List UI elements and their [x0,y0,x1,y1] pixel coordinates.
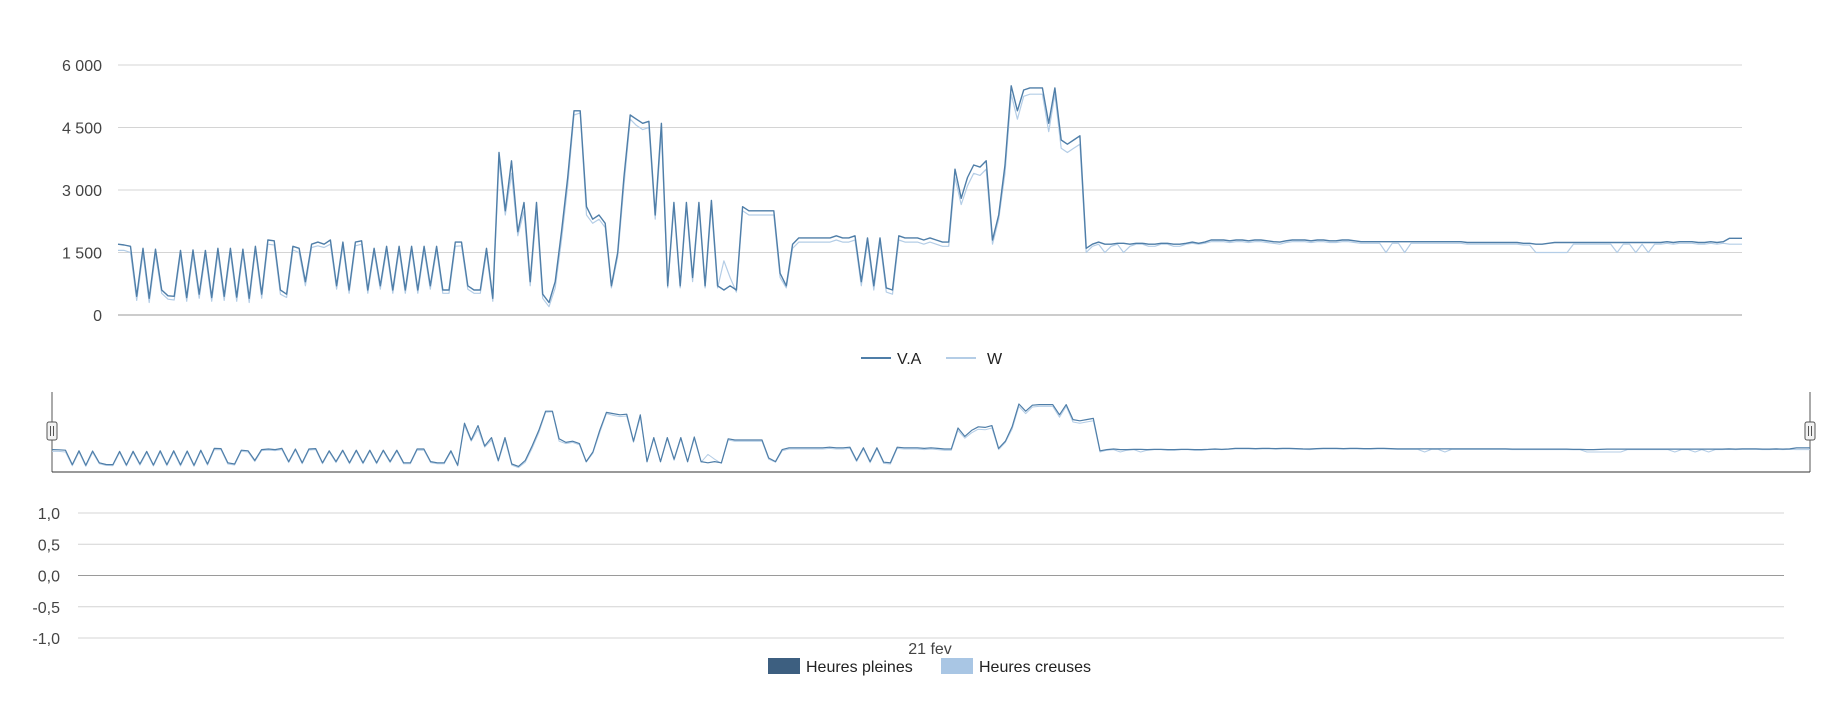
navigator-line-w [52,405,1810,469]
tariff-chart: -1,0 -0,5 0,0 0,5 1,0 21 fev [32,506,1784,658]
legend-item-heures-pleines[interactable]: Heures pleines [768,658,913,676]
main-y-axis: 0 1 500 3 000 4 500 6 000 [62,58,102,325]
lower-y-axis: -1,0 -0,5 0,0 0,5 1,0 [32,506,60,648]
legend-swatch-heures-pleines [768,658,800,674]
main-y-tick-label: 6 000 [62,58,102,75]
main-y-tick-label: 0 [93,308,102,325]
main-gridlines [118,64,1742,316]
main-y-tick-label: 4 500 [62,121,102,138]
x-axis-date-label: 21 fev [908,641,952,658]
legend-item-heures-creuses[interactable]: Heures creuses [941,658,1091,676]
lower-y-tick-label: 0,5 [38,537,60,554]
navigator-right-handle[interactable] [1804,421,1816,441]
legend-label-heures-creuses: Heures creuses [979,659,1091,676]
lower-y-tick-label: 0,0 [38,569,60,586]
main-y-tick-label: 1 500 [62,246,102,263]
legend-label-w: W [987,351,1003,368]
lower-gridlines [78,512,1784,639]
main-power-chart: 0 1 500 3 000 4 500 6 000 [62,58,1742,325]
series-line-w [118,93,1742,308]
tariff-legend[interactable]: Heures pleines Heures creuses [768,658,1091,676]
main-y-tick-label: 3 000 [62,183,102,200]
legend-item-w[interactable]: W [946,351,1003,368]
lower-y-tick-label: 1,0 [38,506,60,523]
range-navigator[interactable] [46,392,1816,473]
legend-item-va[interactable]: V.A [861,351,922,368]
lower-y-tick-label: -0,5 [32,600,60,617]
legend-label-heures-pleines: Heures pleines [806,659,913,676]
navigator-left-handle[interactable] [46,421,58,441]
navigator-series-lines [51,403,1810,469]
lower-y-tick-label: -1,0 [32,631,60,648]
main-series-lines [117,85,1742,308]
legend-label-va: V.A [897,351,922,368]
navigator-line-va [51,403,1810,467]
series-line-va [117,85,1742,304]
legend-swatch-heures-creuses [941,658,973,674]
main-legend[interactable]: V.A W [861,351,1003,368]
